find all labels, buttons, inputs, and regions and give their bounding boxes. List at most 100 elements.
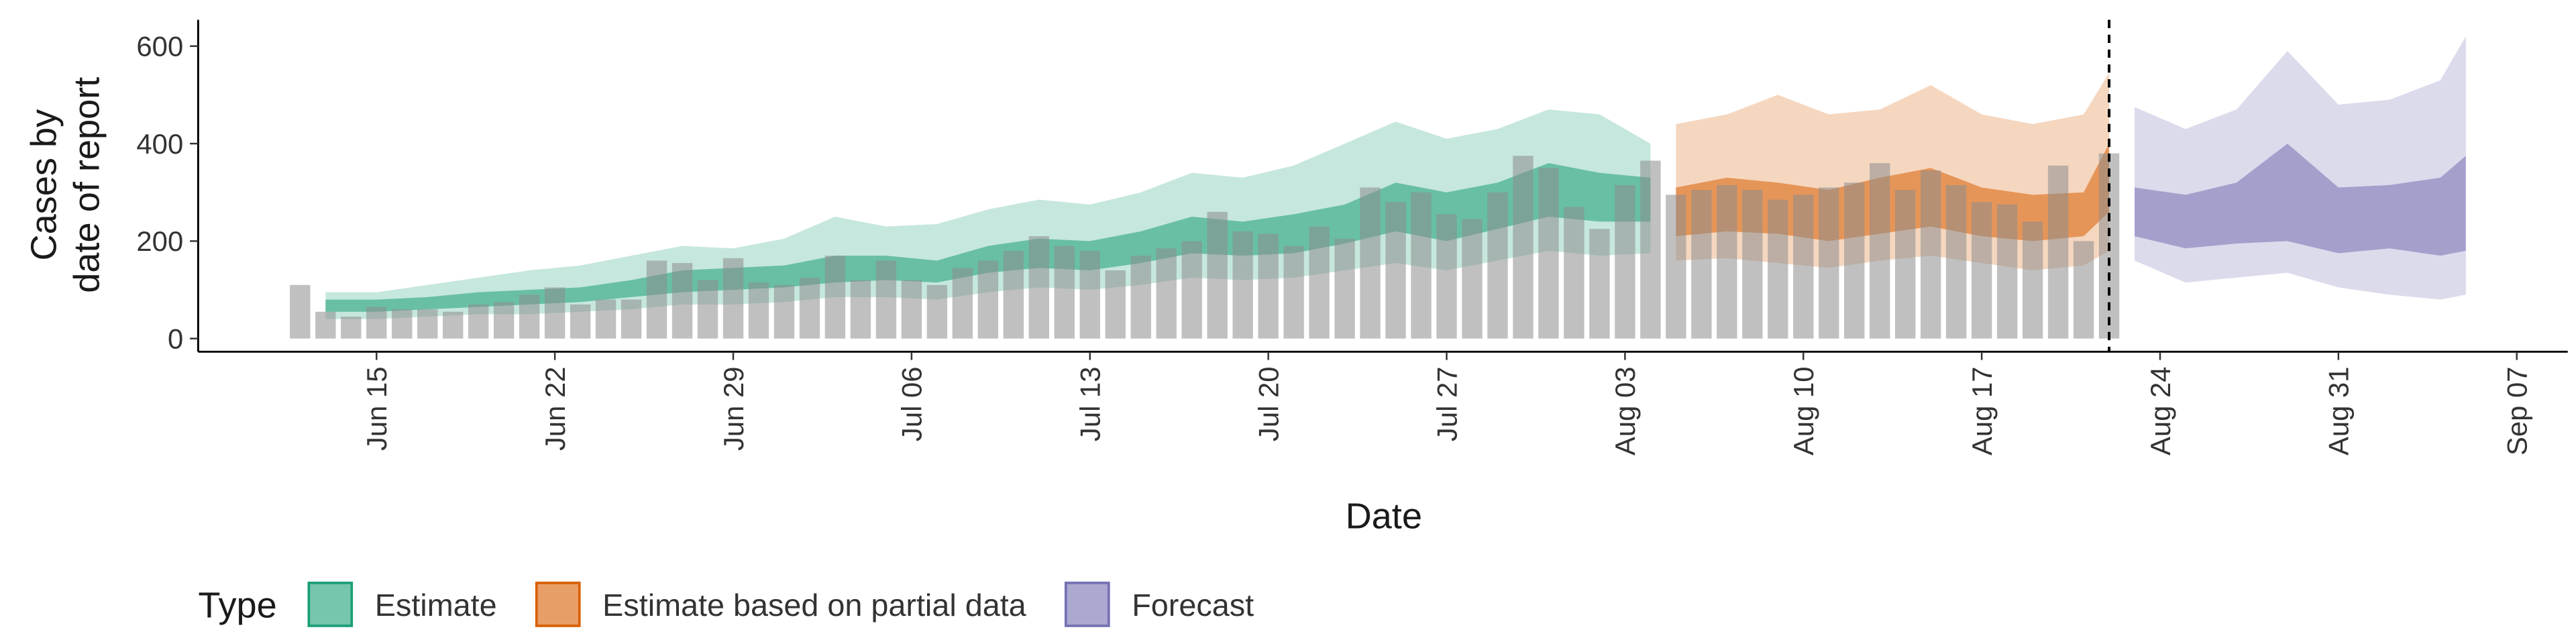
bar (366, 307, 387, 339)
bar (1844, 182, 1865, 339)
bar (1869, 163, 1890, 339)
bar (1181, 241, 1202, 339)
bar (417, 309, 438, 339)
bar (926, 284, 948, 339)
bar (1717, 184, 1737, 339)
bar (595, 299, 616, 339)
y-axis-title: Cases by (24, 109, 64, 261)
bar (1666, 195, 1686, 339)
legend-label: Estimate based on partial data (602, 588, 1026, 623)
bar (443, 311, 464, 339)
y-tick-label: 200 (136, 225, 183, 257)
bar (570, 304, 591, 339)
x-tick-label: Jul 27 (1431, 366, 1462, 441)
x-tick-label: Aug 31 (2323, 366, 2355, 455)
bar (1054, 246, 1075, 339)
bar (519, 294, 540, 339)
legend-title: Type (198, 586, 276, 626)
bar (2022, 221, 2043, 339)
bar (748, 282, 769, 339)
x-tick-label: Aug 24 (2145, 366, 2176, 455)
band-90 (1676, 72, 2110, 270)
bar (468, 304, 489, 339)
bar (1513, 156, 1534, 339)
bar (1971, 202, 1992, 339)
legend-item: Forecast (1064, 582, 1254, 627)
bar (850, 280, 871, 339)
x-tick-label: Aug 17 (1966, 366, 1998, 455)
legend-swatch (307, 582, 354, 627)
legend-item: Estimate based on partial data (535, 582, 1026, 627)
bar (646, 260, 667, 339)
bar (1538, 168, 1559, 339)
bar (1793, 195, 1814, 339)
legend-swatch (535, 582, 581, 627)
y-tick-label: 400 (136, 128, 183, 160)
bar (392, 309, 413, 339)
bar (1564, 207, 1585, 339)
x-tick-label: Jun 29 (718, 366, 749, 451)
bar (1360, 187, 1381, 339)
y-axis-title: date of report (67, 77, 107, 293)
bar (1436, 214, 1457, 339)
x-tick-label: Jun 22 (539, 366, 571, 451)
bar (1819, 187, 1839, 339)
bar (1640, 160, 1661, 339)
bar (901, 280, 922, 339)
legend-label: Forecast (1132, 588, 1254, 623)
bar (290, 284, 311, 339)
bar (1028, 236, 1049, 339)
band-50 (2135, 144, 2466, 256)
x-tick-label: Aug 10 (1788, 366, 1819, 455)
bar (1487, 192, 1508, 339)
x-tick-label: Jul 20 (1252, 366, 1284, 441)
bar (697, 280, 718, 339)
bar (824, 256, 846, 339)
bar (1309, 226, 1330, 339)
y-tick-label: 600 (136, 31, 183, 62)
bar (773, 284, 795, 339)
bar (1768, 199, 1788, 339)
bar (1691, 190, 1712, 339)
bar (952, 268, 973, 339)
bar (544, 287, 566, 339)
bar (1334, 238, 1355, 339)
bar (621, 299, 642, 339)
bar (799, 277, 820, 339)
bar (1411, 192, 1432, 339)
bar (315, 311, 336, 339)
bar (722, 258, 744, 339)
bar (1462, 219, 1483, 339)
bar (1615, 184, 1635, 339)
bar (1105, 270, 1126, 339)
bar (1385, 202, 1406, 339)
bar (875, 260, 897, 339)
legend-item: Estimate (307, 582, 497, 627)
bar (1283, 246, 1304, 339)
bar (1589, 229, 1610, 339)
bar (1894, 190, 1916, 339)
x-axis-title: Date (1346, 496, 1422, 537)
bar (493, 302, 515, 339)
bar (672, 263, 693, 339)
x-tick-label: Jul 06 (896, 366, 928, 441)
bar (1945, 184, 1967, 339)
bar (2073, 241, 2094, 339)
x-tick-label: Jul 13 (1075, 366, 1106, 441)
x-tick-label: Aug 03 (1609, 366, 1641, 455)
bar (1742, 190, 1763, 339)
bar (1003, 250, 1024, 339)
y-tick-label: 0 (168, 323, 183, 354)
x-tick-label: Jun 15 (361, 366, 392, 451)
bar (1156, 248, 1177, 339)
bar (1996, 204, 2018, 339)
bar (1232, 231, 1253, 339)
bar (2047, 165, 2069, 339)
legend-swatch (1064, 582, 1110, 627)
bar (1207, 211, 1228, 339)
bar (977, 260, 999, 339)
x-tick-label: Sep 07 (2501, 366, 2532, 455)
legend-label: Estimate (375, 588, 497, 623)
